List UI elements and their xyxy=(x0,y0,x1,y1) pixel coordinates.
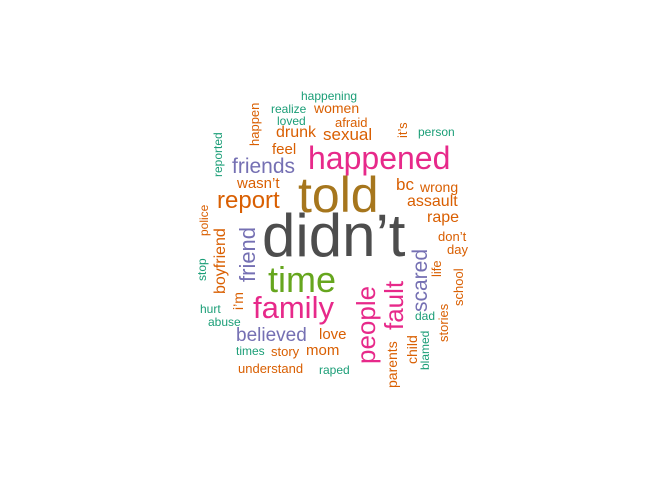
word-story: story xyxy=(271,344,300,359)
word-its: it’s xyxy=(395,122,410,138)
word-boyfriend: boyfriend xyxy=(212,228,229,294)
word-feel: feel xyxy=(272,141,297,158)
word-times: times xyxy=(236,344,265,358)
word-scared: scared xyxy=(409,248,432,312)
word-blamed: blamed xyxy=(418,330,432,370)
word-friends: friends xyxy=(232,155,296,178)
word-women: women xyxy=(314,100,360,116)
word-dad: dad xyxy=(415,309,436,323)
word-time: time xyxy=(268,259,337,300)
word-mom: mom xyxy=(306,342,340,359)
word-assault: assault xyxy=(407,193,458,210)
word-raped: raped xyxy=(319,363,350,377)
word-drunk: drunk xyxy=(276,124,317,141)
word-dont: don’t xyxy=(438,229,467,244)
word-happening: happening xyxy=(301,89,358,103)
word-wrong: wrong xyxy=(420,179,459,195)
word-life: life xyxy=(429,260,444,277)
word-realize: realize xyxy=(271,102,307,116)
word-happen: happen xyxy=(247,102,262,146)
word-happened: happened xyxy=(308,140,451,176)
word-family: family xyxy=(253,290,334,325)
word-child: child xyxy=(404,335,420,364)
word-wasnt: wasn’t xyxy=(237,175,280,192)
word-im: i’m xyxy=(230,292,246,310)
word-love: love xyxy=(319,326,347,343)
word-person: person xyxy=(418,125,455,139)
word-police: police xyxy=(197,204,211,236)
word-day: day xyxy=(447,242,468,257)
word-bc: bc xyxy=(396,175,414,194)
word-sexual: sexual xyxy=(323,125,373,144)
word-stop: stop xyxy=(195,258,209,281)
word-reported: reported xyxy=(211,132,225,177)
word-loved: loved xyxy=(277,114,306,128)
word-report: report xyxy=(217,187,280,214)
word-stories: stories xyxy=(436,303,451,342)
word-people: people xyxy=(351,285,381,364)
word-told: told xyxy=(298,167,379,223)
word-hurt: hurt xyxy=(200,302,221,316)
word-rape: rape xyxy=(427,209,460,226)
word-didnt: didn’t xyxy=(262,202,406,269)
word-friend: friend xyxy=(235,226,260,282)
word-parents: parents xyxy=(384,341,400,388)
word-afraid: afraid xyxy=(335,115,368,130)
word-abuse: abuse xyxy=(208,315,241,329)
word-fault: fault xyxy=(379,280,409,330)
word-school: school xyxy=(451,268,466,306)
word-understand: understand xyxy=(238,361,304,376)
word-believed: believed xyxy=(236,325,307,346)
